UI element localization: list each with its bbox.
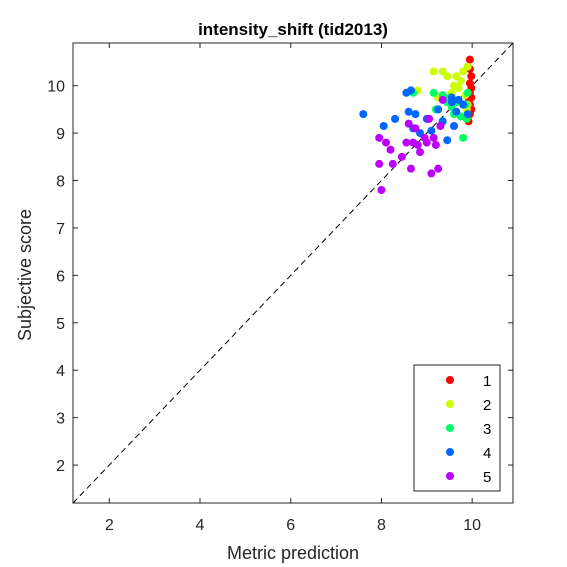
x-tick-label: 6 — [286, 517, 295, 534]
y-axis-label: Subjective score — [15, 209, 35, 341]
x-tick-label: 10 — [463, 517, 481, 534]
data-point — [425, 114, 434, 123]
data-point — [431, 140, 440, 149]
data-point — [454, 84, 463, 93]
data-point — [359, 110, 368, 119]
data-point — [429, 133, 438, 142]
data-point — [463, 88, 472, 97]
legend-label-3: 3 — [483, 421, 491, 438]
y-tick-label: 5 — [56, 316, 65, 333]
data-point — [375, 159, 384, 168]
y-tick-label: 7 — [56, 221, 65, 238]
legend-label-1: 1 — [483, 373, 491, 390]
data-point — [375, 133, 384, 142]
data-point — [459, 133, 468, 142]
y-tick-label: 6 — [56, 268, 65, 285]
legend-marker-3 — [446, 424, 454, 432]
data-point — [381, 138, 390, 147]
series-4 — [359, 86, 472, 145]
legend-label-5: 5 — [483, 469, 491, 486]
data-point — [438, 95, 447, 104]
y-tick-label: 9 — [56, 126, 65, 143]
data-point — [459, 100, 468, 109]
data-point — [463, 110, 472, 119]
data-point — [452, 107, 461, 116]
y-tick-label: 2 — [56, 458, 65, 475]
data-point — [388, 159, 397, 168]
data-point — [443, 136, 452, 145]
data-point — [427, 126, 436, 135]
data-point — [429, 67, 438, 76]
legend: 1 2 3 4 5 — [413, 364, 501, 492]
data-point — [386, 145, 395, 154]
data-point — [427, 169, 436, 178]
legend-marker-4 — [446, 448, 454, 456]
data-point — [404, 119, 413, 128]
legend-marker-1 — [446, 376, 454, 384]
data-point — [391, 114, 400, 123]
data-point — [450, 121, 459, 130]
legend-marker-2 — [446, 400, 454, 408]
data-point — [436, 121, 445, 130]
data-point — [434, 164, 443, 173]
chart-title: intensity_shift (tid2013) — [198, 20, 388, 39]
data-point — [379, 121, 388, 130]
legend-box — [413, 364, 501, 492]
data-point — [377, 186, 386, 195]
data-point — [402, 138, 411, 147]
data-point — [452, 72, 461, 81]
data-point — [411, 124, 420, 133]
legend-marker-5 — [446, 472, 454, 480]
data-point — [443, 72, 452, 81]
y-tick-label: 3 — [56, 411, 65, 428]
data-point — [404, 107, 413, 116]
data-point — [429, 88, 438, 97]
data-point — [420, 133, 429, 142]
data-point — [465, 55, 474, 64]
data-point — [406, 164, 415, 173]
legend-label-4: 4 — [483, 445, 491, 462]
y-tick-label: 10 — [47, 79, 65, 96]
x-tick-label: 4 — [196, 517, 205, 534]
data-point — [463, 62, 472, 71]
data-point — [416, 148, 425, 157]
plot-area: 2 4 6 8 10 2 3 4 5 6 7 8 9 10 — [47, 42, 514, 534]
x-tick-label: 2 — [105, 517, 114, 534]
data-point — [447, 93, 456, 102]
y-tick-label: 4 — [56, 363, 65, 380]
data-point — [397, 152, 406, 161]
y-tick-label: 8 — [56, 174, 65, 191]
x-axis-label: Metric prediction — [227, 543, 359, 563]
data-point — [467, 72, 476, 81]
data-point — [411, 110, 420, 119]
x-tick-label: 8 — [377, 517, 386, 534]
series-5 — [375, 95, 447, 195]
data-point — [406, 86, 415, 95]
legend-label-2: 2 — [483, 397, 491, 414]
data-point — [413, 140, 422, 149]
data-point — [434, 105, 443, 114]
